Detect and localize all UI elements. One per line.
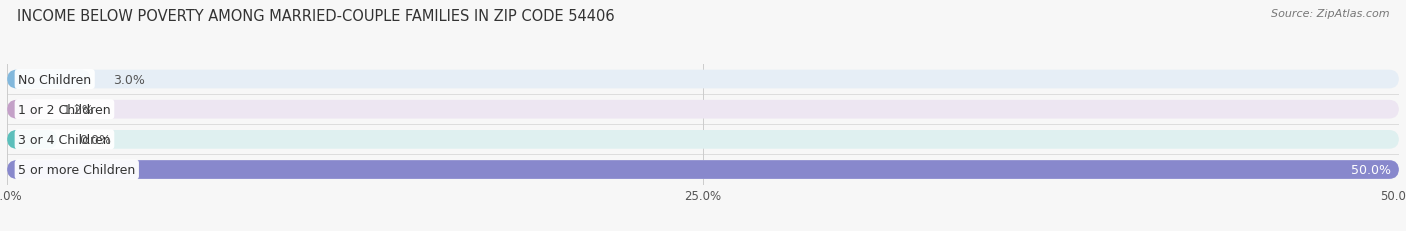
Text: Source: ZipAtlas.com: Source: ZipAtlas.com (1271, 9, 1389, 19)
FancyBboxPatch shape (7, 70, 1399, 89)
Text: INCOME BELOW POVERTY AMONG MARRIED-COUPLE FAMILIES IN ZIP CODE 54406: INCOME BELOW POVERTY AMONG MARRIED-COUPL… (17, 9, 614, 24)
Text: 50.0%: 50.0% (1351, 163, 1391, 176)
FancyBboxPatch shape (7, 161, 1399, 179)
Text: 1 or 2 Children: 1 or 2 Children (18, 103, 111, 116)
Text: 5 or more Children: 5 or more Children (18, 163, 135, 176)
Text: 3.0%: 3.0% (112, 73, 145, 86)
Text: 1.2%: 1.2% (63, 103, 94, 116)
FancyBboxPatch shape (7, 131, 1399, 149)
Text: 0.0%: 0.0% (79, 133, 111, 146)
FancyBboxPatch shape (7, 100, 41, 119)
FancyBboxPatch shape (7, 70, 90, 89)
FancyBboxPatch shape (7, 161, 1399, 179)
Text: 3 or 4 Children: 3 or 4 Children (18, 133, 111, 146)
FancyBboxPatch shape (7, 100, 1399, 119)
Text: No Children: No Children (18, 73, 91, 86)
FancyBboxPatch shape (7, 131, 58, 149)
